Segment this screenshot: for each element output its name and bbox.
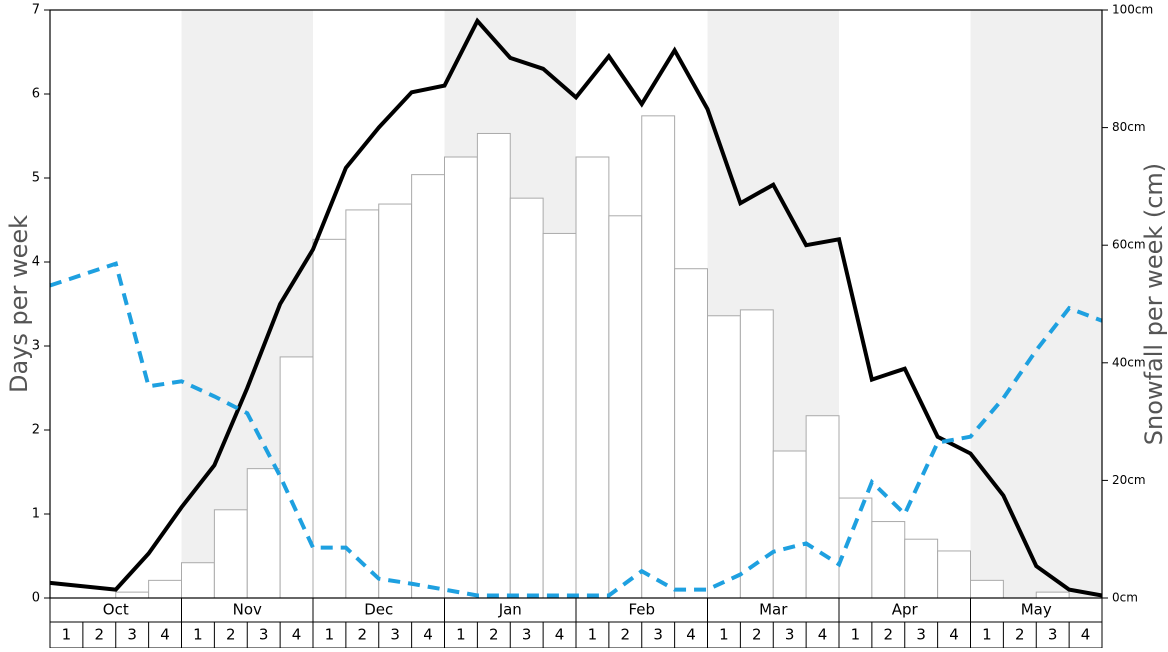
bar <box>148 579 182 599</box>
week-label: 3 <box>390 626 400 644</box>
y2-tick-label: 100cm <box>1112 3 1153 17</box>
y-tick-label: 6 <box>32 87 40 102</box>
week-label: 3 <box>785 626 795 644</box>
week-label: 1 <box>851 626 861 644</box>
week-label: 3 <box>127 626 137 644</box>
y-tick-label: 7 <box>32 3 40 18</box>
bar <box>641 115 676 599</box>
week-label: 2 <box>1015 626 1025 644</box>
week-label: 2 <box>226 626 236 644</box>
week-label: 3 <box>1048 626 1058 644</box>
bar <box>608 215 643 599</box>
y2-tick-label: 0cm <box>1112 591 1138 605</box>
week-label: 2 <box>621 626 631 644</box>
y-tick-label: 3 <box>32 339 40 354</box>
month-label: May <box>1021 601 1052 619</box>
month-label: Oct <box>103 601 129 619</box>
month-label: Mar <box>759 601 788 619</box>
week-label: 2 <box>752 626 762 644</box>
y2-tick-label: 60cm <box>1112 238 1146 252</box>
week-label: 4 <box>423 626 433 644</box>
week-label: 1 <box>193 626 203 644</box>
bar <box>805 415 840 599</box>
y-tick-label: 0 <box>32 591 40 606</box>
week-label: 2 <box>884 626 894 644</box>
week-label: 2 <box>95 626 105 644</box>
y2-axis-label: Snowfall per week (cm) <box>1140 163 1168 445</box>
bar <box>1035 591 1070 599</box>
y2-tick-label: 80cm <box>1112 120 1146 134</box>
bar <box>213 509 248 599</box>
week-label: 1 <box>719 626 729 644</box>
bar <box>575 156 610 599</box>
month-label: Apr <box>892 601 919 619</box>
week-label: 1 <box>62 626 72 644</box>
week-label: 4 <box>1081 626 1091 644</box>
bar <box>444 156 478 599</box>
month-label: Jan <box>498 601 522 619</box>
bar <box>674 268 708 599</box>
bar <box>378 203 413 599</box>
y2-tick-label: 40cm <box>1112 355 1146 369</box>
bar <box>476 132 511 599</box>
bar <box>115 591 150 599</box>
bar <box>411 174 445 599</box>
week-label: 3 <box>916 626 926 644</box>
week-label: 4 <box>292 626 302 644</box>
month-label: Nov <box>233 601 262 619</box>
week-label: 4 <box>686 626 696 644</box>
bar <box>181 562 215 599</box>
week-label: 2 <box>358 626 368 644</box>
bar <box>871 521 906 599</box>
week-label: 3 <box>522 626 532 644</box>
week-label: 4 <box>160 626 170 644</box>
week-label: 3 <box>259 626 269 644</box>
bar <box>542 232 577 599</box>
bar <box>970 579 1004 599</box>
bar <box>707 315 741 599</box>
y-tick-label: 2 <box>32 423 40 438</box>
bar <box>312 238 347 599</box>
month-label: Feb <box>628 601 655 619</box>
month-label: Dec <box>364 601 393 619</box>
week-label: 4 <box>818 626 828 644</box>
y-tick-label: 1 <box>32 507 40 522</box>
y2-tick-label: 20cm <box>1112 473 1146 487</box>
bar <box>838 497 873 599</box>
bar <box>246 468 281 599</box>
bar <box>345 209 380 599</box>
week-label: 4 <box>555 626 565 644</box>
week-label: 3 <box>653 626 663 644</box>
week-label: 2 <box>489 626 499 644</box>
y-tick-label: 5 <box>32 171 40 186</box>
bar <box>772 450 807 599</box>
bar <box>937 550 971 599</box>
week-label: 1 <box>456 626 466 644</box>
bar <box>904 538 939 599</box>
month-shade <box>970 10 1102 598</box>
line <box>49 17 1103 598</box>
week-label: 4 <box>949 626 959 644</box>
y-axis-label: Days per week <box>5 215 33 393</box>
bar <box>279 356 314 599</box>
week-label: 1 <box>325 626 335 644</box>
bar <box>509 197 544 599</box>
y-tick-label: 4 <box>32 255 40 270</box>
week-label: 1 <box>982 626 992 644</box>
week-label: 1 <box>588 626 598 644</box>
line <box>49 261 1103 598</box>
